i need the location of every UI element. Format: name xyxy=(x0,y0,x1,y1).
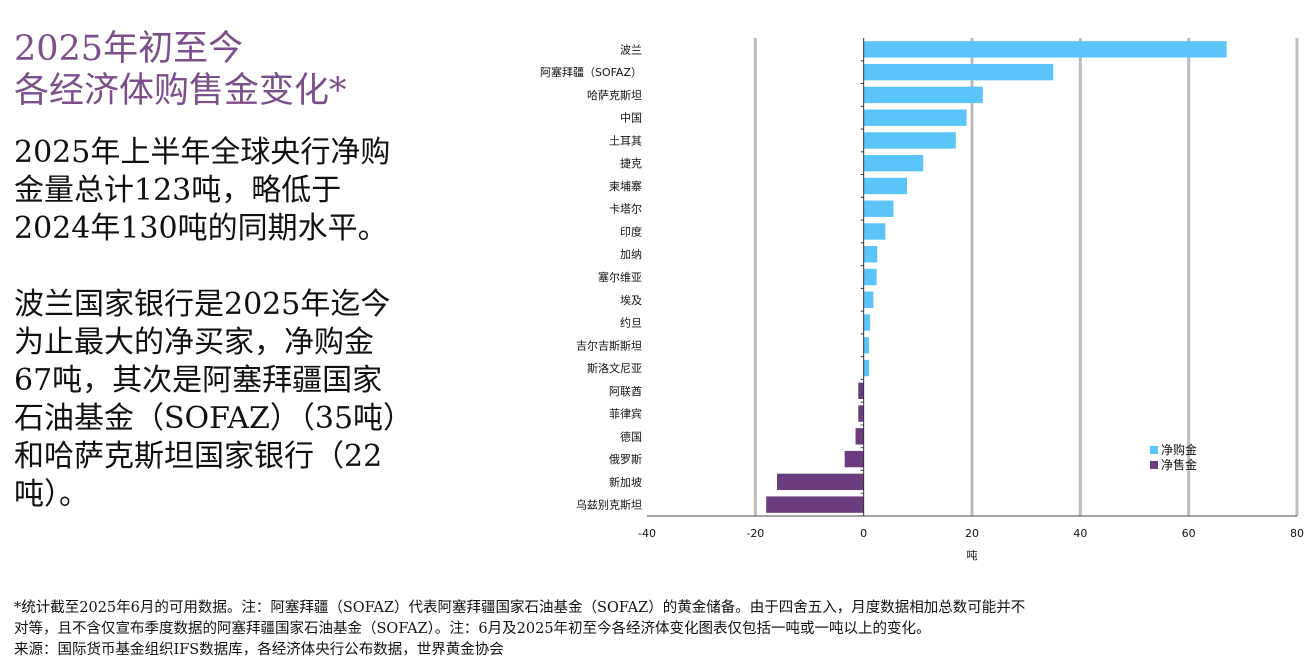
category-label: 斯洛文尼亚 xyxy=(587,361,642,375)
page-title: 2025年初至今 各经济体购售金变化* xyxy=(14,28,434,112)
category-label: 阿联酋 xyxy=(609,384,642,398)
category-label: 波兰 xyxy=(620,43,642,56)
x-tick-label: 40 xyxy=(1073,527,1087,540)
bar xyxy=(863,246,878,263)
bar xyxy=(863,132,956,149)
category-label: 捷克 xyxy=(620,156,642,170)
bar xyxy=(863,41,1227,58)
category-label: 俄罗斯 xyxy=(609,453,642,466)
category-label: 柬埔寨 xyxy=(609,179,642,193)
x-tick-label: 60 xyxy=(1182,527,1196,540)
page-title-line-1: 2025年初至今 xyxy=(14,29,244,69)
bar xyxy=(863,109,967,126)
category-label: 加纳 xyxy=(620,248,642,261)
x-tick-label: 0 xyxy=(860,527,867,540)
category-label: 约旦 xyxy=(620,317,642,330)
x-tick-label: 20 xyxy=(965,527,979,540)
footnote-line-3: 来源：国际货币基金组织IFS数据库，各经济体央行公布数据，世界黄金协会 xyxy=(14,642,504,658)
category-label: 乌兹别克斯坦 xyxy=(576,498,642,512)
bar xyxy=(863,154,924,172)
category-label: 塞尔维亚 xyxy=(598,270,642,284)
bar xyxy=(863,359,870,377)
category-label: 菲律宾 xyxy=(609,407,642,421)
bar xyxy=(863,291,874,308)
category-label: 阿塞拜疆（SOFAZ） xyxy=(540,65,642,79)
bar xyxy=(858,405,864,422)
x-axis-title: 吨 xyxy=(967,549,978,562)
x-tick-label: 80 xyxy=(1290,527,1304,540)
footnote-line-1: *统计截至2025年6月的可用数据。注：阿塞拜疆（SOFAZ）代表阿塞拜疆国家石… xyxy=(14,600,1026,616)
bar xyxy=(855,428,864,445)
bar xyxy=(863,337,870,354)
bar xyxy=(863,86,983,104)
bar xyxy=(863,63,1054,81)
category-label: 新加坡 xyxy=(609,475,642,489)
category-label: 哈萨克斯坦 xyxy=(587,88,642,102)
bar xyxy=(766,496,864,513)
bar xyxy=(863,314,871,331)
page-title-line-2: 各经济体购售金变化* xyxy=(14,71,347,111)
footnote-line-2: 对等，且不含仅宣布季度数据的阿塞拜疆国家石油基金（SOFAZ）。注：6月及202… xyxy=(14,621,931,637)
category-label: 印度 xyxy=(620,224,642,238)
legend-label-net-buy: 净购金 xyxy=(1161,442,1197,457)
summary-paragraph: 2025年上半年全球央行净购金量总计123吨，略低于2024年130吨的同期水平… xyxy=(14,135,391,246)
bar xyxy=(863,268,877,286)
bar xyxy=(863,177,907,195)
category-label: 埃及 xyxy=(620,293,642,307)
legend-label-net-sell: 净售金 xyxy=(1161,457,1197,472)
category-label: 吉尔吉斯斯坦 xyxy=(576,338,642,352)
category-label: 卡塔尔 xyxy=(609,203,642,216)
category-label: 中国 xyxy=(620,112,642,125)
detail-paragraph: 波兰国家银行是2025年迄今为止最大的净买家，净购金67吨，其次是阿塞拜疆国家石… xyxy=(14,287,399,512)
x-tick-label: -20 xyxy=(746,527,764,540)
bar xyxy=(777,473,864,491)
category-label: 土耳其 xyxy=(609,134,642,147)
x-tick-label: -40 xyxy=(638,527,656,540)
bar xyxy=(858,382,864,400)
bar xyxy=(863,200,894,217)
footnote: *统计截至2025年6月的可用数据。注：阿塞拜疆（SOFAZ）代表阿塞拜疆国家石… xyxy=(14,598,1299,661)
legend-swatch-net-sell xyxy=(1150,461,1158,469)
legend-swatch-net-buy xyxy=(1150,446,1158,454)
bar xyxy=(863,223,886,240)
bar xyxy=(844,450,864,468)
category-label: 德国 xyxy=(620,429,642,443)
